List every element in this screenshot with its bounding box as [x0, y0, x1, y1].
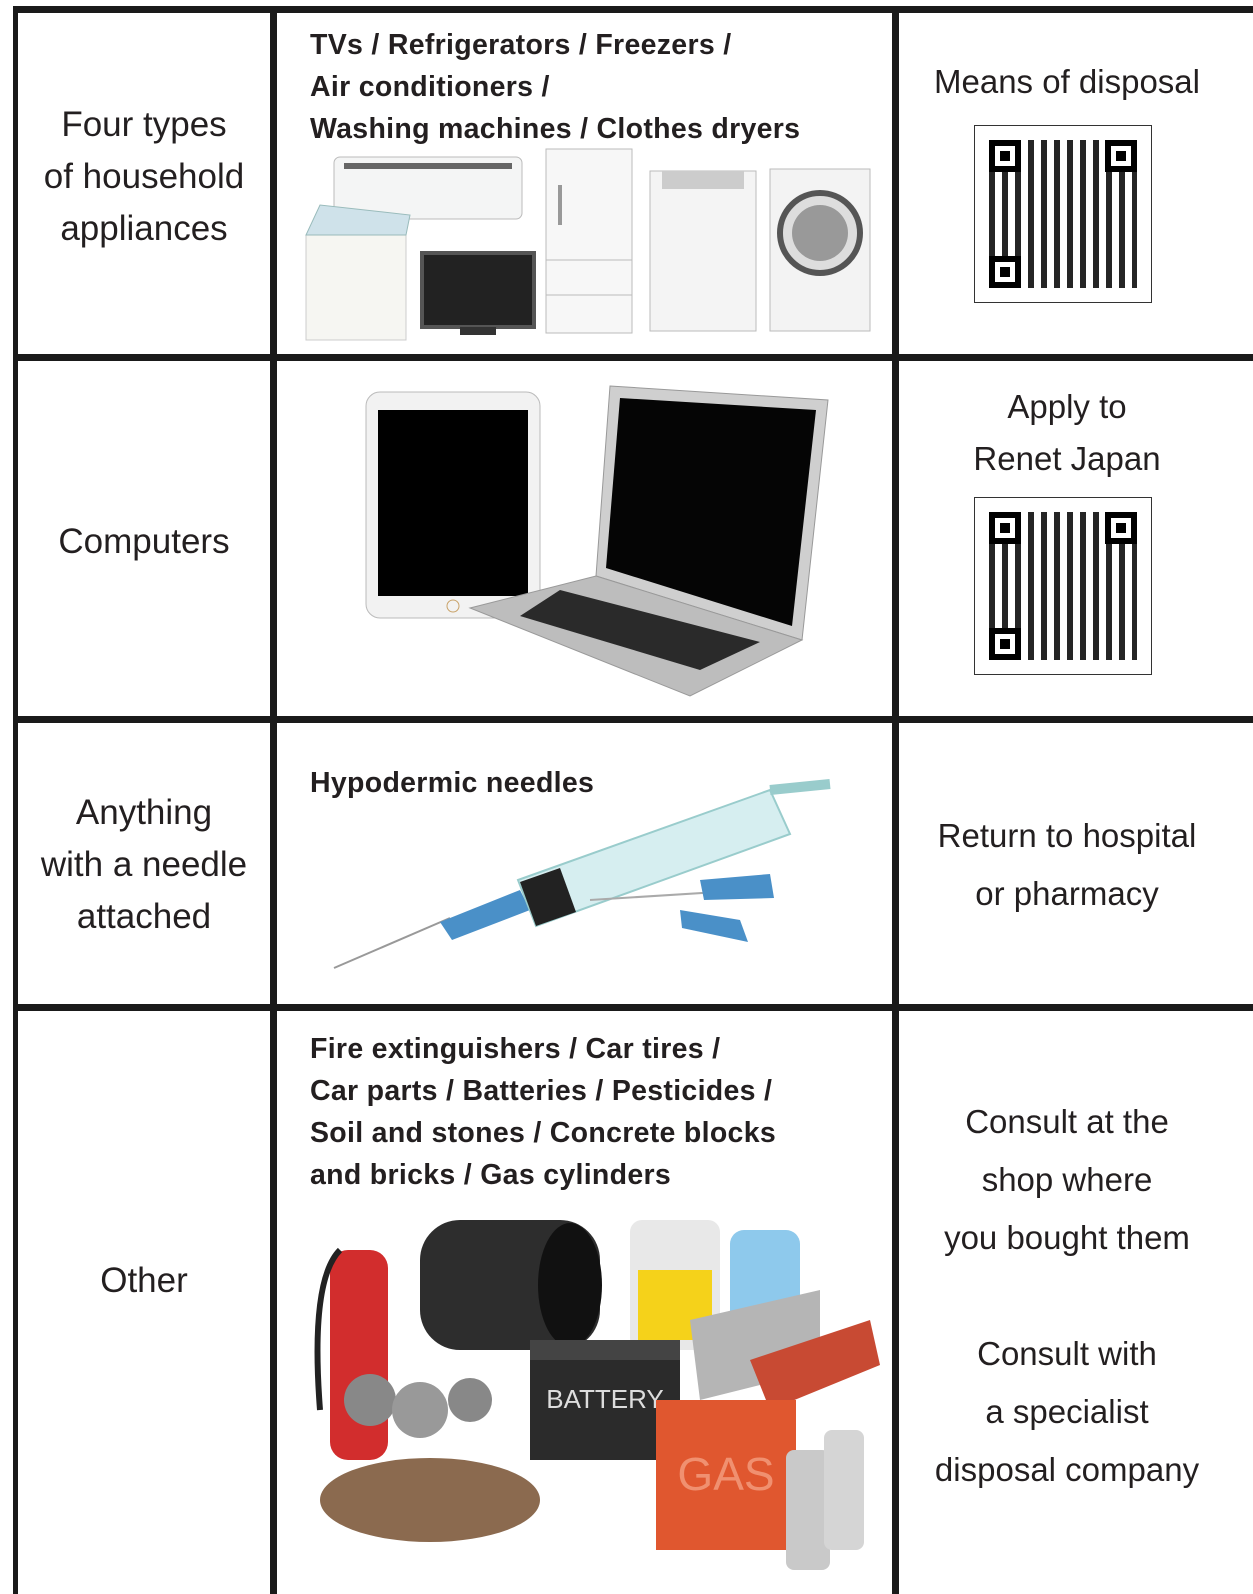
category: Computers	[14, 516, 274, 568]
disposal-line: you bought them	[944, 1219, 1190, 1256]
category-line: Four types	[61, 105, 227, 144]
rule	[13, 6, 18, 1594]
rule	[14, 716, 1253, 723]
disposal-line: disposal company	[934, 1451, 1200, 1488]
disposal-line: Return to hospital	[937, 817, 1197, 854]
items-line: and bricks / Gas cylinders	[310, 1159, 672, 1191]
items-line: Hypodermic needles	[310, 767, 595, 799]
disposal: Apply to Renet Japan	[900, 381, 1234, 485]
items-line: Fire extinguishers / Car tires /	[310, 1033, 721, 1065]
disposal-line: shop where	[981, 1161, 1153, 1198]
rule	[270, 6, 277, 1594]
disposal-line: Consult with	[977, 1335, 1157, 1372]
category: Anything with a needle attached	[14, 787, 274, 943]
category-line: Other	[100, 1261, 188, 1300]
rule	[14, 354, 1253, 361]
items-line: Soil and stones / Concrete blocks	[310, 1117, 777, 1149]
disposal-line: a specialist	[985, 1393, 1149, 1430]
category: Four types of household appliances	[14, 99, 274, 255]
qr-code	[974, 497, 1152, 675]
category-line: with a needle	[40, 845, 248, 884]
items-line: Washing machines / Clothes dryers	[310, 113, 801, 145]
rule	[14, 1004, 1253, 1011]
category-line: Computers	[58, 522, 230, 561]
rule	[892, 6, 899, 1594]
disposal-line: Consult at the	[965, 1103, 1169, 1140]
syringe-illustration	[333, 779, 831, 969]
disposal-line: or pharmacy	[975, 875, 1159, 912]
rule	[14, 6, 1253, 13]
items: Fire extinguishers / Car tires / Car par…	[310, 1028, 890, 1196]
items: Hypodermic needles	[310, 762, 890, 804]
other-illustration: BATTERY GAS	[314, 1220, 880, 1570]
appliances-illustration	[305, 148, 871, 341]
category: Other	[14, 1255, 274, 1307]
category-line: of household	[43, 157, 245, 196]
items: TVs / Refrigerators / Freezers / Air con…	[310, 24, 890, 150]
category-line: attached	[76, 897, 212, 936]
category-line: appliances	[60, 209, 228, 248]
disposal: Means of disposal	[900, 53, 1234, 111]
gas-label: GAS	[677, 1448, 774, 1500]
category-line: Anything	[75, 793, 213, 832]
disposal-line: Apply to	[1007, 388, 1127, 425]
disposal-line: Renet Japan	[973, 440, 1161, 477]
items-line: Car parts / Batteries / Pesticides /	[310, 1075, 773, 1107]
items-line: Air conditioners /	[310, 71, 550, 103]
disposal-line: Means of disposal	[934, 63, 1200, 100]
disposal: Consult at the shop where you bought the…	[900, 1093, 1234, 1499]
battery-label: BATTERY	[546, 1384, 664, 1414]
computer-illustration	[365, 385, 829, 697]
qr-code	[974, 125, 1152, 303]
disposal: Return to hospital or pharmacy	[900, 807, 1234, 923]
items-line: TVs / Refrigerators / Freezers /	[310, 29, 732, 61]
